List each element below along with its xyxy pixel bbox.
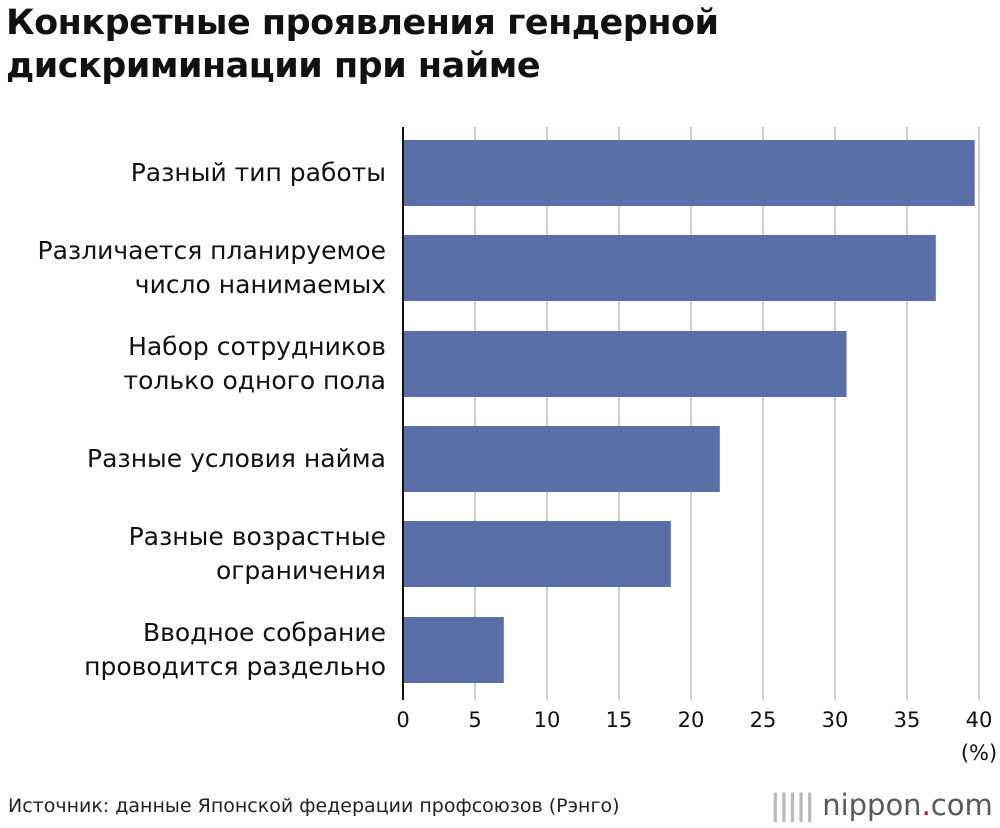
x-tick-label: 25	[750, 708, 777, 732]
x-unit-label: (%)	[961, 741, 997, 765]
x-tick-label: 20	[678, 708, 705, 732]
category-label: ограничения	[216, 556, 386, 585]
chart-title-line-1: Конкретные проявления гендерной	[6, 3, 719, 43]
category-label: Разный тип работы	[131, 158, 386, 187]
category-label: Разные условия найма	[87, 444, 386, 473]
bar	[403, 235, 936, 301]
bars	[403, 140, 975, 683]
x-tick-label: 40	[966, 708, 993, 732]
x-tick-labels: 0 5 10 15 20 25 30 35 40	[396, 708, 992, 732]
x-tick-label: 10	[534, 708, 561, 732]
bar	[403, 426, 720, 492]
nippon-logo[interactable]: ||||| nippon.com	[770, 788, 993, 822]
logo-brand: nippon	[822, 788, 922, 822]
chart-title-line-2: дискриминации при найме	[6, 46, 541, 86]
category-label: Набор сотрудников	[128, 332, 386, 361]
category-labels: Разный тип работы Различается планируемое…	[38, 158, 387, 681]
grid-lines	[474, 127, 980, 700]
category-label: число нанимаемых	[135, 270, 386, 299]
category-label: Вводное собрание	[143, 618, 386, 647]
category-label: Различается планируемое	[38, 236, 387, 265]
bar-chart: Разный тип работы Различается планируемое…	[38, 127, 997, 765]
category-label: проводится раздельно	[84, 652, 386, 681]
logo-wave-icon: |||||	[770, 788, 815, 822]
category-label: только одного пола	[124, 366, 386, 395]
source-note: Источник: данные Японской федерации проф…	[8, 795, 620, 817]
category-label: Разные возрастные	[129, 522, 386, 551]
bar	[403, 331, 847, 397]
x-tick-label: 15	[606, 708, 633, 732]
bar	[403, 617, 504, 683]
x-tick-label: 5	[468, 708, 481, 732]
bar	[403, 521, 671, 587]
logo-tld: com	[930, 788, 993, 822]
chart-title: Конкретные проявления гендерной дискрими…	[6, 2, 986, 88]
bar	[403, 140, 975, 206]
x-tick-label: 35	[894, 708, 921, 732]
logo-dot: .	[921, 788, 931, 822]
x-tick-label: 30	[822, 708, 849, 732]
x-tick-label: 0	[396, 708, 409, 732]
